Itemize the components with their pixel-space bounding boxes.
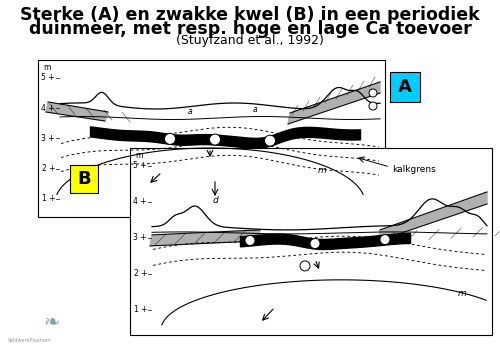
Bar — [38, 60, 385, 217]
Circle shape — [380, 234, 390, 245]
Text: d: d — [212, 196, 218, 205]
Text: a: a — [188, 107, 192, 116]
Circle shape — [310, 239, 320, 249]
Text: Sterke (A) en zwakke kwel (B) in een periodiek: Sterke (A) en zwakke kwel (B) in een per… — [20, 6, 480, 24]
Polygon shape — [288, 82, 380, 124]
Circle shape — [210, 134, 220, 145]
Bar — [70, 165, 98, 193]
Polygon shape — [150, 230, 260, 246]
Text: 4 +: 4 + — [134, 197, 147, 207]
Text: VeldwerkPlaatsen: VeldwerkPlaatsen — [8, 338, 52, 343]
Text: 2 +: 2 + — [134, 269, 147, 279]
Circle shape — [164, 133, 175, 144]
Text: 1 +: 1 + — [134, 305, 147, 314]
Text: 1 +: 1 + — [42, 194, 55, 203]
Circle shape — [300, 261, 310, 271]
Text: (Stuyfzand et al., 1992): (Stuyfzand et al., 1992) — [176, 34, 324, 47]
Text: 5 +: 5 + — [134, 162, 147, 170]
Text: kalkgrens: kalkgrens — [392, 164, 436, 174]
Text: d: d — [312, 239, 318, 248]
Text: 3 +: 3 + — [134, 233, 147, 243]
Circle shape — [369, 89, 377, 97]
Text: a: a — [252, 104, 258, 114]
Circle shape — [245, 235, 255, 245]
Text: 4 +: 4 + — [42, 104, 55, 113]
Text: m: m — [318, 166, 326, 175]
Text: duinmeer, met resp. hoge en lage Ca toevoer: duinmeer, met resp. hoge en lage Ca toev… — [28, 20, 471, 38]
Bar — [130, 148, 492, 335]
Text: A: A — [398, 78, 412, 96]
Circle shape — [264, 135, 276, 146]
Polygon shape — [46, 102, 108, 121]
Text: 2 +: 2 + — [42, 164, 55, 173]
Text: m: m — [43, 63, 51, 72]
Text: m: m — [135, 151, 142, 160]
Circle shape — [369, 102, 377, 110]
Text: 5 +: 5 + — [42, 73, 55, 83]
Polygon shape — [378, 192, 487, 241]
Text: ❧: ❧ — [44, 313, 60, 333]
Bar — [390, 72, 420, 102]
Text: m: m — [458, 289, 466, 298]
Text: 3 +: 3 + — [42, 134, 55, 143]
Text: B: B — [77, 170, 91, 188]
